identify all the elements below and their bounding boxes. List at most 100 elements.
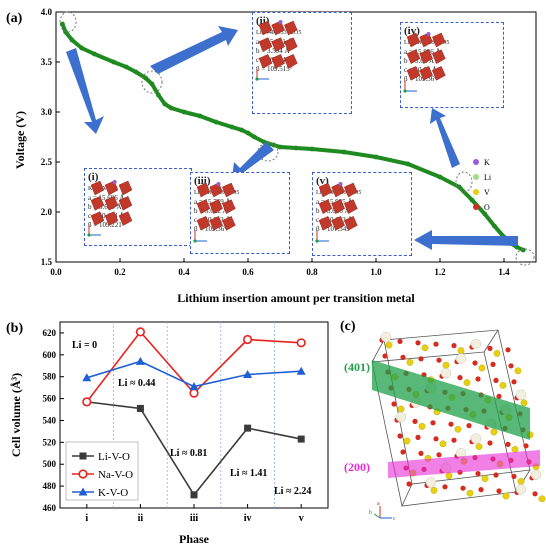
plane-200-label: (200): [344, 460, 370, 474]
highlight-ellipse: [141, 70, 163, 94]
highlight-ellipse: [455, 171, 473, 193]
inset-b: b = 3.622 Å: [194, 207, 228, 215]
panel-b-legend: Li-V-O Na-V-O K-V-O: [65, 441, 139, 501]
data-point: [297, 435, 305, 443]
crystal-structure-icon: [87, 180, 133, 237]
crystal-structure-icon: [193, 182, 236, 243]
x-tick-label: iv: [244, 513, 252, 524]
crystal-structure-icon: [255, 20, 298, 81]
inset-i: (i) K0.33V2O5 a = 15.666 Å b = 3.655 Å c…: [84, 168, 192, 246]
inset-a: a = 15.886 Å: [404, 48, 441, 56]
arrow-to-ii: [150, 26, 238, 74]
voltage-point: [482, 211, 488, 217]
panel-c: (c) (401) (200) a b c: [340, 319, 546, 522]
panel-a-x-ticks: 0.0 0.2 0.4 0.6 0.8 1.0 1.2 1.4: [50, 258, 510, 277]
inset-b: b = 3.636 Å: [316, 207, 350, 215]
voltage-point: [79, 45, 84, 51]
panel-b-ylabel: Cell volume (Å³): [9, 373, 23, 457]
legend-v-label: V: [484, 188, 490, 197]
voltage-point: [197, 113, 203, 119]
x-tick-label: 0.0: [50, 267, 62, 277]
axis-c-label: c: [393, 516, 396, 522]
y-tick-label: 2.0: [41, 207, 53, 217]
voltage-point: [277, 144, 283, 150]
panel-b-xlabel: Phase: [179, 532, 210, 546]
li-content-annotation: Li ≈ 0.44: [118, 378, 155, 389]
y-tick-label: 600: [43, 350, 57, 360]
voltage-point: [309, 146, 315, 152]
voltage-point: [437, 174, 443, 180]
inset-beta: β = 107.349°: [316, 225, 353, 233]
inset-ii: (ii) Li0.44K0.33V2O5 a = 15.901 Å b = 3.…: [252, 12, 352, 114]
voltage-point: [162, 101, 168, 107]
plane-401: [372, 360, 530, 440]
voltage-point: [405, 161, 411, 167]
panel-b-series: [82, 327, 306, 499]
x-tick-label: 0.4: [178, 267, 190, 277]
legend-label: Li-V-O: [98, 451, 130, 463]
inset-beta: β = 109.36°: [404, 75, 438, 83]
panel-b-y-ticks: 460 480 500 520 540 560 580 600 620: [43, 328, 64, 513]
y-tick-label: 3.0: [41, 107, 53, 117]
y-tick-label: 620: [43, 328, 57, 338]
panel-b: (b) Cell volume (Å³) Phase i ii iii iv v 460…: [6, 321, 329, 546]
axis-a-label: a: [377, 501, 380, 507]
plane-200: [388, 450, 540, 478]
highlight-ellipse: [515, 248, 535, 266]
voltage-point: [469, 197, 475, 203]
legend-o-label: O: [484, 203, 490, 212]
voltage-point: [520, 247, 526, 253]
inset-beta: β = 109.36°: [194, 225, 228, 233]
y-tick-label: 560: [43, 394, 57, 404]
crystal-structure-icon: [315, 182, 358, 243]
data-point: [244, 424, 252, 432]
voltage-point: [181, 109, 187, 115]
orientation-axes: a b c: [369, 501, 396, 522]
voltage-point: [149, 81, 155, 87]
panel-b-phase-dividers: [113, 322, 275, 508]
voltage-point: [156, 92, 161, 98]
y-tick-label: 580: [43, 372, 57, 382]
panel-a-y-ticks: 1.5 2.0 2.5 3.0 3.5 4.0: [41, 7, 60, 267]
panel-b-annotations: Li = 0 Li ≈ 0.44 Li ≈ 0.81 Li ≈ 1.41 Li ≈ 2.…: [72, 340, 311, 497]
x-tick-label: v: [299, 513, 304, 524]
voltage-point: [168, 105, 174, 111]
x-tick-label: 1.0: [370, 267, 382, 277]
inset-a: a = 15.666 Å: [88, 194, 125, 202]
axis-b-label: b: [369, 510, 372, 516]
li-content-annotation: Li ≈ 1.41: [230, 468, 267, 479]
panel-b-label: (b): [6, 321, 23, 336]
inset-beta: β = 109.221°: [88, 221, 125, 229]
panel-c-label: (c): [340, 319, 356, 334]
voltage-point: [229, 124, 235, 130]
voltage-point: [133, 69, 139, 75]
data-point: [136, 404, 144, 412]
x-tick-label: 1.2: [434, 267, 446, 277]
voltage-point: [492, 223, 497, 229]
voltage-point: [92, 51, 97, 57]
y-tick-label: 540: [43, 415, 57, 425]
voltage-point: [111, 59, 116, 65]
data-point: [135, 356, 145, 365]
data-point: [79, 452, 87, 460]
inset-v: (v) Li2.24K0.33V2O5 a = 15.935 Å b = 3.6…: [312, 172, 412, 256]
y-tick-label: 1.5: [41, 257, 53, 267]
data-point: [296, 366, 306, 375]
inset-label: (i): [88, 171, 99, 183]
x-tick-label: i: [85, 513, 88, 524]
li-content-annotation: Li ≈ 2.24: [274, 486, 311, 497]
voltage-point: [373, 154, 379, 160]
data-point: [189, 382, 199, 391]
x-tick-label: 0.6: [242, 267, 254, 277]
inset-b: b = 3.594 Å: [256, 47, 290, 55]
data-point: [243, 334, 253, 345]
y-tick-label: 3.5: [41, 57, 53, 67]
x-tick-label: 0.8: [306, 267, 318, 277]
legend-v-dot: [473, 189, 479, 195]
voltage-point: [341, 149, 347, 155]
inset-b: b = 3.655 Å: [88, 203, 122, 211]
data-point: [189, 388, 199, 398]
legend-label: Na-V-O: [98, 469, 133, 481]
voltage-point: [245, 130, 251, 136]
